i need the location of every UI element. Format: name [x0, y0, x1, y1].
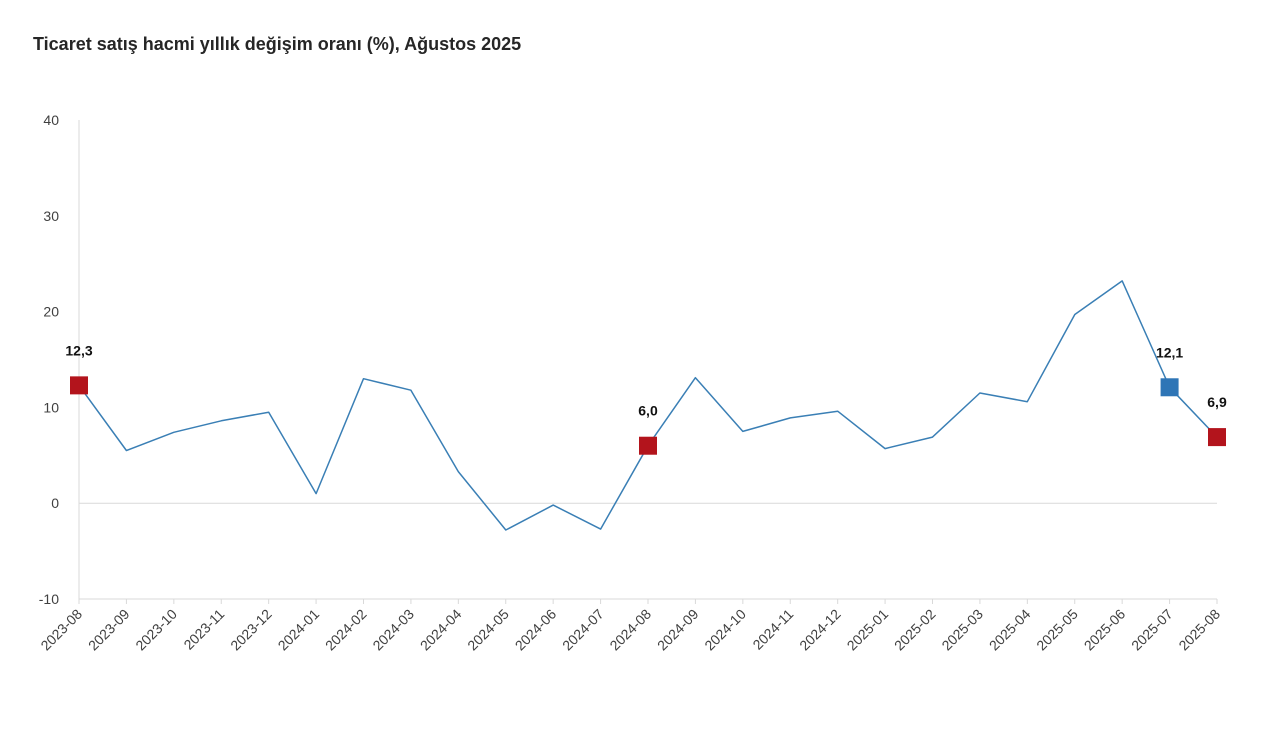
x-tick-label: 2025-01 — [844, 606, 892, 654]
highlight-marker — [639, 436, 657, 455]
x-tick-label: 2024-01 — [275, 606, 323, 654]
x-axis-ticks: 2023-08 2023-09 2023-10 2023-11 2023-12 2024-… — [37, 599, 1223, 653]
data-label: 6,9 — [1207, 394, 1227, 410]
y-tick-label: 20 — [43, 304, 59, 320]
x-tick-label: 2024-03 — [369, 606, 417, 654]
x-tick-label: 2024-09 — [654, 606, 702, 654]
x-tick-label: 2025-06 — [1081, 606, 1129, 654]
x-tick-label: 2024-10 — [701, 606, 749, 654]
y-tick-label: 30 — [43, 208, 59, 224]
x-tick-label: 2023-12 — [227, 606, 275, 654]
highlight-marker — [1160, 378, 1179, 397]
highlight-marker — [1208, 428, 1226, 447]
data-label: 12,3 — [65, 342, 92, 358]
chart-title: Ticaret satış hacmi yıllık değişim oranı… — [33, 34, 522, 54]
chart-axes — [78, 120, 1217, 600]
x-tick-label: 2023-10 — [132, 606, 180, 654]
x-tick-label: 2024-08 — [606, 606, 654, 654]
highlight-marker — [70, 376, 88, 395]
data-label: 12,1 — [1156, 344, 1183, 360]
highlight-markers — [70, 376, 1226, 455]
x-tick-label: 2025-08 — [1175, 606, 1223, 654]
x-tick-label: 2024-05 — [464, 606, 512, 654]
x-tick-label: 2024-06 — [512, 606, 560, 654]
x-tick-label: 2023-11 — [180, 606, 227, 653]
x-tick-label: 2025-07 — [1128, 606, 1176, 654]
y-axis-ticks: -10 0 10 20 30 40 — [39, 112, 59, 607]
x-tick-label: 2025-04 — [986, 606, 1034, 654]
x-tick-label: 2025-02 — [891, 606, 939, 654]
y-tick-label: -10 — [39, 591, 59, 607]
data-labels: 12,3 6,0 12,1 6,9 — [65, 342, 1227, 418]
x-tick-label: 2025-05 — [1033, 606, 1081, 654]
x-tick-label: 2025-03 — [938, 606, 986, 654]
data-label: 6,0 — [638, 403, 658, 419]
x-tick-label: 2024-11 — [749, 606, 796, 653]
y-tick-label: 40 — [43, 112, 59, 128]
y-tick-label: 0 — [51, 495, 59, 511]
x-tick-label: 2023-08 — [37, 606, 85, 654]
x-tick-label: 2024-07 — [559, 606, 607, 654]
x-tick-label: 2024-12 — [796, 606, 844, 654]
x-tick-label: 2024-02 — [322, 606, 370, 654]
x-tick-label: 2024-04 — [417, 606, 465, 654]
x-tick-label: 2023-09 — [85, 606, 133, 654]
y-tick-label: 10 — [43, 399, 59, 415]
